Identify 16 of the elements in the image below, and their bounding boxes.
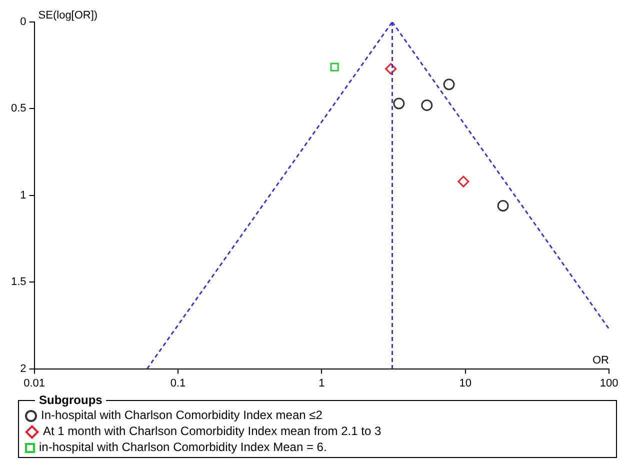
y-tick-label: 1.5 xyxy=(10,276,26,288)
y-tick-label: 2 xyxy=(20,362,26,375)
legend-title: Subgroups xyxy=(38,393,104,407)
y-axis-title: SE(log[OR]) xyxy=(38,10,98,22)
x-tick-label: 0.1 xyxy=(170,377,186,390)
y-tick-label: 0.5 xyxy=(10,102,26,115)
legend-label: At 1 month with Charlson Comorbidity Index mean from 2.1 to 3 xyxy=(43,424,382,438)
x-tick-label: 10 xyxy=(459,377,472,390)
x-tick-label: 0.01 xyxy=(24,377,45,390)
y-tick-label: 1 xyxy=(20,189,26,202)
x-tick-label: 100 xyxy=(600,377,618,390)
y-tick-label: 0 xyxy=(20,16,26,28)
legend-label: In-hospital with Charlson Comorbidity Index mean ≤2 xyxy=(41,408,322,422)
legend-label: in-hospital with Charlson Comorbidity Index Mean = 6. xyxy=(39,440,327,454)
x-tick-label: 1 xyxy=(318,377,325,390)
x-axis-title: OR xyxy=(592,354,610,366)
